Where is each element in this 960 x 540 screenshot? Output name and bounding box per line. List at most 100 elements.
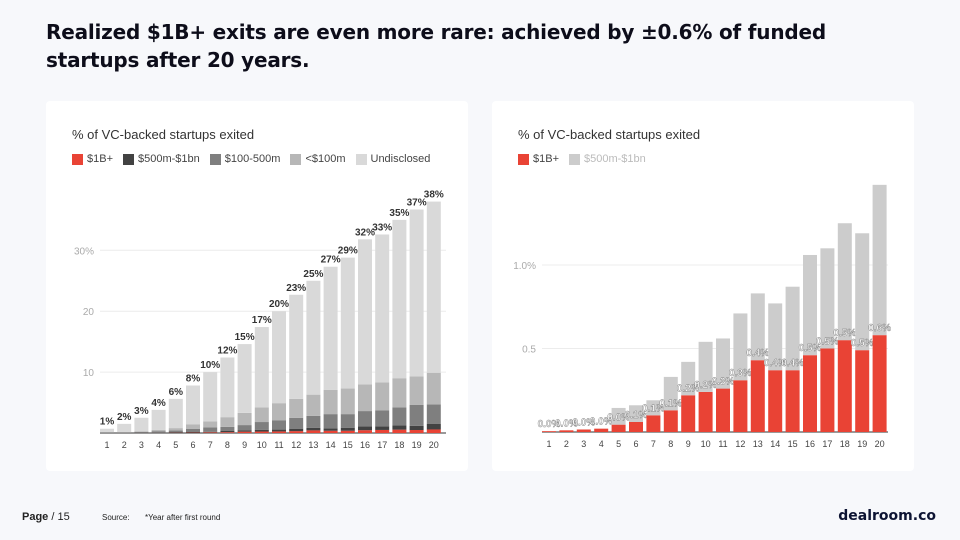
data-label: 8%	[186, 373, 201, 384]
x-tick-label: 4	[156, 440, 161, 450]
bar-segment--500m-1bn	[272, 429, 286, 432]
bar-segment--500m-1bn	[409, 425, 424, 431]
bar-segment--1b-	[698, 391, 713, 432]
bar-segment--500m-1bn	[254, 429, 269, 432]
bar-segment--100-500m	[340, 414, 355, 428]
bar-segment--500m-1bn	[168, 432, 183, 433]
legend-item: $500m-$1bn	[123, 153, 200, 165]
bar-segment--1b-	[392, 429, 407, 433]
legend-swatch	[123, 153, 134, 165]
data-label: 32%	[355, 227, 375, 238]
bar-segment--100-500m	[134, 431, 149, 433]
x-tick-label: 11	[718, 439, 727, 449]
bar-segment-undisclosed	[323, 266, 338, 390]
bar-segment--100-500m	[426, 404, 441, 424]
bar-segment--500m-1bn	[646, 400, 661, 416]
data-label: 10%	[200, 360, 220, 371]
bar-segment--500m-1bn	[698, 341, 713, 392]
bar-segment--1b-	[855, 350, 870, 432]
bar-segment--100-500m	[409, 404, 424, 426]
bar-segment--500m-1bn	[426, 423, 441, 430]
data-label: 33%	[372, 222, 392, 233]
legend-item: $1B+	[72, 153, 113, 165]
bar-segment--100m	[151, 429, 166, 432]
data-label: 12%	[217, 345, 237, 356]
bar-segment--100-500m	[100, 432, 114, 433]
data-label: 17%	[252, 315, 272, 326]
bar-segment--500m-1bn	[340, 427, 355, 431]
x-tick-label: 1	[546, 439, 551, 449]
bar-segment--500m-1bn	[733, 313, 748, 381]
bar-segment--1b-	[785, 370, 800, 432]
x-tick-label: 20	[429, 440, 439, 450]
legend-swatch	[290, 153, 302, 165]
x-tick-label: 17	[822, 439, 832, 449]
bar-segment-undisclosed	[409, 209, 424, 377]
y-tick-label: 20	[83, 307, 95, 318]
bar-segment--100-500m	[272, 420, 286, 430]
bar-segment--1b-	[426, 429, 441, 433]
bar-segment--100-500m	[220, 426, 235, 431]
bar-segment-undisclosed	[426, 201, 441, 373]
data-label: 0.0%	[555, 418, 578, 429]
bar-segment--100m	[186, 424, 200, 429]
bar-segment--100m	[220, 417, 235, 427]
data-label: 0.4%	[781, 358, 804, 369]
x-tick-label: 8	[225, 440, 230, 450]
x-tick-label: 14	[326, 440, 336, 450]
data-label: 29%	[338, 246, 358, 257]
bar-segment-undisclosed	[134, 417, 149, 432]
legend-item: $100-500m	[209, 153, 280, 165]
bar-segment--1b-	[716, 388, 730, 432]
data-label: 0.5%	[833, 328, 856, 339]
x-tick-label: 18	[394, 440, 404, 450]
bar-segment--1b-	[220, 432, 235, 433]
bar-segment--500m-1bn	[872, 184, 887, 336]
data-label: 0.6%	[868, 323, 891, 334]
x-tick-label: 9	[686, 439, 691, 449]
x-tick-label: 17	[377, 440, 387, 450]
bar-segment--1b-	[559, 430, 574, 432]
bar-segment--100-500m	[186, 428, 200, 433]
data-label: 38%	[424, 190, 444, 201]
stacked-bar-chart: 102030%11%22%33%44%56%68%710%812%915%101…	[74, 190, 446, 450]
data-label: 6%	[169, 387, 184, 398]
data-label: 0.2%	[694, 380, 717, 391]
x-tick-label: 12	[291, 440, 301, 450]
bar-segment--1b-	[323, 430, 338, 433]
bar-segment-undisclosed	[117, 423, 132, 432]
x-tick-label: 11	[274, 440, 283, 450]
bar-segment--500m-1bn	[837, 223, 852, 341]
bar-segment--1b-	[289, 431, 304, 433]
bar-segment--1b-	[254, 431, 269, 433]
bar-segment-undisclosed	[203, 372, 218, 422]
x-tick-label: 13	[753, 439, 763, 449]
legend-swatch	[355, 153, 367, 165]
bar-segment--1b-	[306, 430, 321, 433]
data-label: 35%	[389, 208, 409, 219]
data-label: 2%	[117, 412, 132, 423]
bar-segment-undisclosed	[392, 219, 407, 379]
bar-segment--100m	[358, 384, 372, 412]
data-label: 0.5%	[799, 343, 822, 354]
x-tick-label: 5	[616, 439, 621, 449]
legend-label: $500m-$1bn	[584, 153, 646, 165]
x-tick-label: 19	[412, 440, 422, 450]
legend-label: Undisclosed	[370, 153, 431, 165]
data-label: 0.5%	[851, 338, 874, 349]
data-label: 0.4%	[764, 358, 787, 369]
bar-segment--100m	[375, 382, 390, 411]
footnote: *Year after first round	[145, 513, 221, 522]
bar-segment--100m	[254, 407, 269, 423]
bar-segment--100-500m	[392, 407, 407, 426]
bar-segment--500m-1bn	[186, 432, 200, 433]
bar-segment--500m-1bn	[375, 426, 390, 430]
bar-segment--100m	[100, 431, 114, 433]
bar-segment-undisclosed	[237, 344, 252, 413]
chart-card-unicorn-exits: % of VC-backed startups exited $1B+ $500…	[492, 101, 914, 471]
data-label: 0.1%	[642, 403, 665, 414]
bar-segment--1b-	[872, 335, 887, 432]
bar-segment--100-500m	[375, 410, 390, 427]
x-tick-label: 3	[581, 439, 586, 449]
legend-item: <$100m	[290, 153, 346, 165]
